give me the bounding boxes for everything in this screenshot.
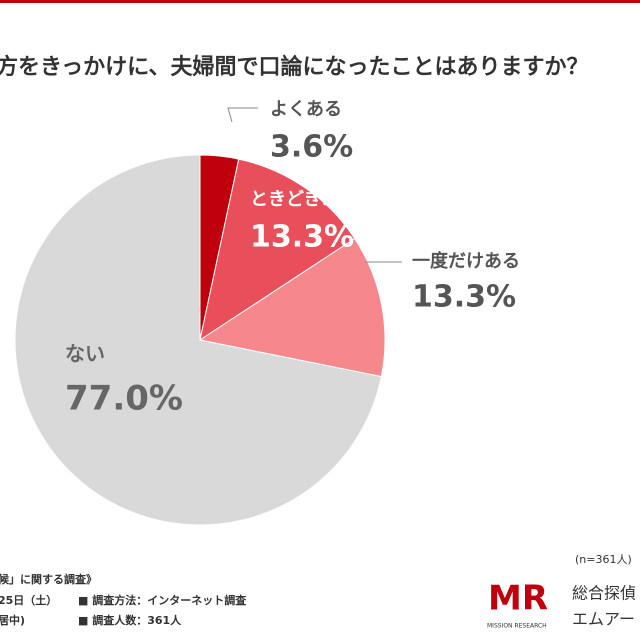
- slice-label: ない: [65, 342, 105, 366]
- slice-label: よくある: [270, 99, 342, 120]
- company-name: エムアー: [572, 610, 635, 629]
- pie-slice: [198, 237, 386, 378]
- logo: MR: [488, 579, 548, 619]
- footer-date: 25日（土）: [0, 593, 57, 607]
- pie-slice: [199, 158, 356, 342]
- company-name: 総合探偵: [572, 584, 636, 603]
- slice-label: ときどきある: [250, 189, 357, 210]
- logo-sub: MISSION RESEARCH: [487, 623, 547, 630]
- footer-area: 居中): [0, 613, 25, 627]
- value-label: 13.3%: [250, 220, 354, 255]
- leader-line: [227, 107, 258, 123]
- footer-method: ■ 調査方法：インターネット調査: [78, 593, 246, 607]
- chart-title: 方をきっかけに、夫婦間で口論になったことはありますか？: [0, 54, 588, 80]
- sample-note: (n=361人): [575, 553, 632, 566]
- footer-count: ■ 調査人数：361人: [78, 613, 182, 627]
- value-label: 13.3%: [412, 280, 516, 315]
- value-label: 77.0%: [65, 379, 183, 419]
- pie-slice: [14, 154, 382, 526]
- footer-survey: 候」に関する調査》: [0, 572, 97, 586]
- slice-label: 一度だけある: [412, 250, 520, 272]
- top-rule: [0, 0, 640, 3]
- value-label: 3.6%: [270, 130, 353, 165]
